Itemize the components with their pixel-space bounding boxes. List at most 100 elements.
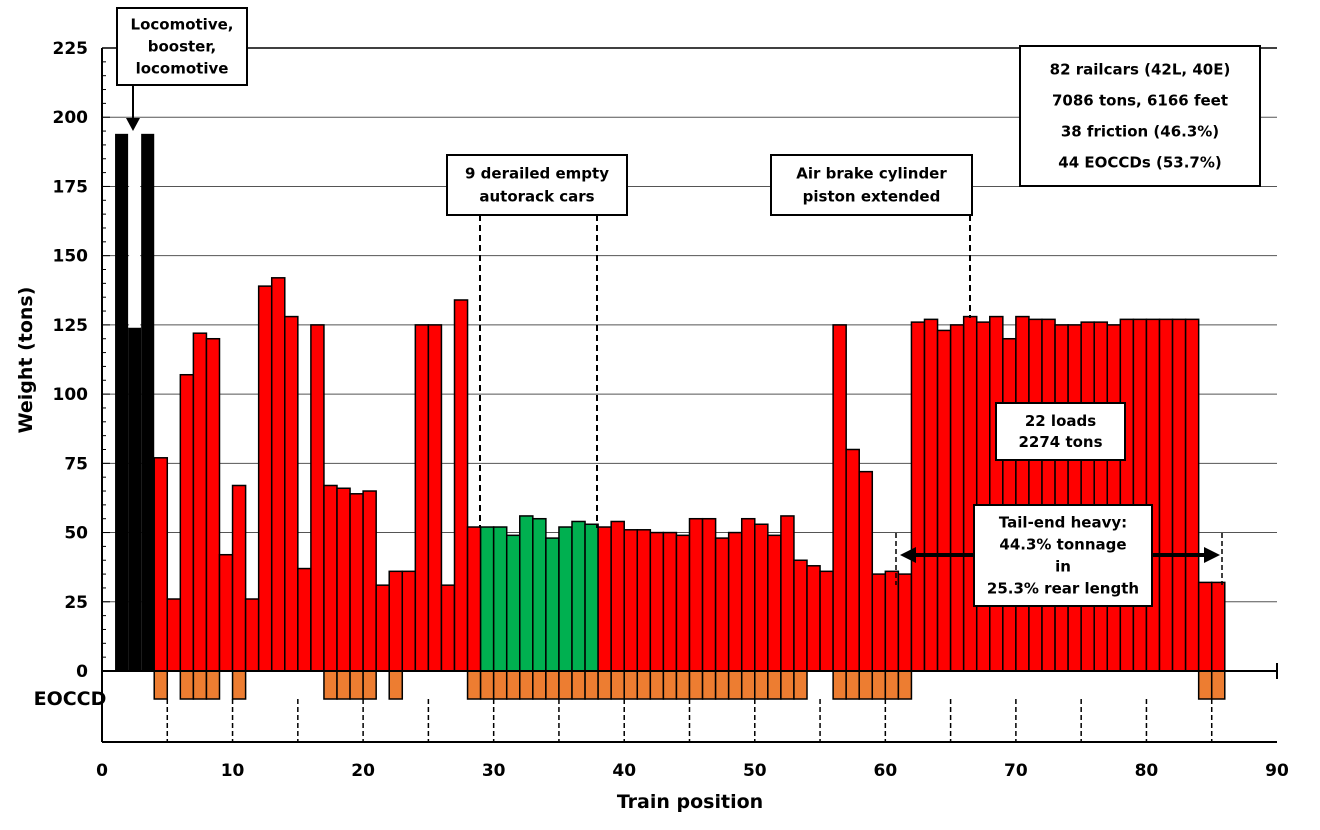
bar-car-80: [1145, 318, 1161, 672]
bar-car-26: [440, 584, 456, 672]
derailed-annotation-box: [446, 154, 628, 216]
y-tick-label: 75: [64, 454, 88, 474]
y-tick-label: 125: [53, 316, 89, 336]
bar-car-76: [1093, 321, 1109, 672]
x-tick-label: 20: [351, 761, 375, 781]
eoccd-marker-29: [479, 670, 495, 700]
eoccd-marker-22: [388, 670, 404, 700]
tail-end-annotation-box: [973, 504, 1153, 607]
eoccd-marker-19: [349, 670, 364, 700]
eoccd-marker-42: [649, 670, 665, 700]
bar-car-79: [1132, 318, 1148, 672]
bar-car-2: [128, 327, 142, 671]
eoccd-marker-7: [192, 670, 208, 700]
bar-car-85: [1210, 581, 1226, 672]
bar-car-42: [649, 531, 665, 672]
x-tick-label: 10: [221, 761, 245, 781]
bar-car-25: [427, 324, 443, 672]
tail-end-arrow-left-head: [900, 547, 916, 563]
air-brake-annotation-text: Air brake cylinder: [796, 165, 947, 183]
x-tick-label: 0: [96, 761, 108, 781]
x-tick-label: 80: [1135, 761, 1159, 781]
annotations: Locomotive, booster, locomotive 9 derailed …: [116, 7, 1261, 607]
summary-annotation-text: 82 railcars (42L, 40E): [1050, 61, 1231, 79]
tail-end-annotation: Tail-end heavy: 44.3% tonnage in 25.3% rear…: [973, 504, 1153, 607]
eoccd-marker-10: [231, 670, 247, 700]
eoccd-marker-6: [179, 670, 195, 700]
bar-car-7: [192, 332, 208, 672]
eoccd-marker-8: [205, 670, 221, 700]
bar-car-60: [884, 570, 900, 672]
bar-car-32: [519, 515, 534, 672]
bar-car-38: [597, 526, 612, 672]
bar-car-67: [975, 321, 991, 672]
bar-car-21: [375, 584, 390, 672]
bar-car-11: [244, 598, 260, 672]
eoccd-marker-30: [492, 670, 508, 700]
bar-car-46: [701, 517, 717, 672]
bar-car-82: [1171, 318, 1187, 672]
bar-car-39: [610, 520, 625, 672]
air-brake-annotation-box: [770, 154, 973, 216]
bar-car-1: [115, 133, 129, 671]
bar-car-51: [767, 534, 782, 672]
bar-car-70: [1015, 315, 1030, 672]
bar-car-84: [1197, 581, 1213, 672]
summary-annotation: 82 railcars (42L, 40E) 7086 tons, 6166 fe…: [1019, 45, 1261, 187]
eoccd-marker-52: [780, 670, 795, 700]
bar-car-81: [1158, 318, 1174, 672]
bar-car-53: [793, 559, 808, 672]
loads-annotation-text: 2274 tons: [1018, 433, 1102, 451]
bar-car-34: [545, 537, 560, 672]
eoccd-row: [153, 670, 1226, 742]
bar-car-5: [166, 598, 182, 672]
eoccd-marker-4: [153, 670, 169, 700]
eoccd-marker-60: [884, 670, 900, 700]
locomotive-annotation-text: Locomotive,: [131, 16, 234, 34]
bar-car-23: [401, 570, 417, 672]
bar-car-37: [584, 523, 599, 672]
bar-car-22: [388, 570, 404, 672]
summary-annotation-box: [1019, 45, 1261, 187]
bar-car-54: [806, 565, 821, 672]
bar-car-49: [740, 517, 756, 672]
eoccd-marker-53: [793, 670, 808, 700]
eoccd-marker-32: [519, 670, 534, 700]
bar-car-36: [571, 520, 586, 672]
tail-end-annotation-text: 44.3% tonnage: [999, 536, 1126, 554]
bar-car-14: [284, 315, 299, 672]
tail-end-annotation-text: 25.3% rear length: [987, 580, 1139, 598]
y-tick-label: 25: [64, 593, 88, 613]
eoccd-marker-31: [505, 670, 521, 700]
bar-car-75: [1080, 321, 1095, 672]
bar-car-13: [270, 277, 286, 672]
bar-car-72: [1041, 318, 1056, 672]
bar-car-29: [479, 526, 495, 672]
bar-car-65: [949, 324, 965, 672]
bar-car-16: [310, 324, 325, 672]
eoccd-marker-28: [466, 670, 482, 700]
bar-car-68: [989, 315, 1004, 672]
x-tick-label: 50: [743, 761, 767, 781]
locomotive-arrow-head: [126, 118, 140, 131]
summary-annotation-text: 44 EOCCDs (53.7%): [1058, 154, 1221, 172]
bar-car-59: [871, 573, 887, 672]
derailed-annotation-text: 9 derailed empty: [465, 165, 609, 183]
eoccd-marker-38: [597, 670, 612, 700]
derailed-annotation-text: autorack cars: [479, 188, 594, 206]
eoccd-marker-47: [714, 670, 730, 700]
bar-car-20: [362, 490, 377, 672]
eoccd-marker-41: [636, 670, 652, 700]
bar-car-61: [897, 573, 913, 672]
bar-car-52: [780, 515, 795, 672]
bar-car-15: [297, 567, 312, 672]
bar-car-27: [453, 299, 469, 672]
air-brake-annotation-text: piston extended: [803, 188, 941, 206]
eoccd-marker-57: [845, 670, 860, 700]
x-tick-label: 30: [482, 761, 506, 781]
booster-gap: [129, 133, 141, 328]
bar-car-66: [962, 315, 978, 672]
locomotive-annotation-text: booster,: [148, 38, 217, 56]
bar-car-19: [349, 493, 364, 672]
